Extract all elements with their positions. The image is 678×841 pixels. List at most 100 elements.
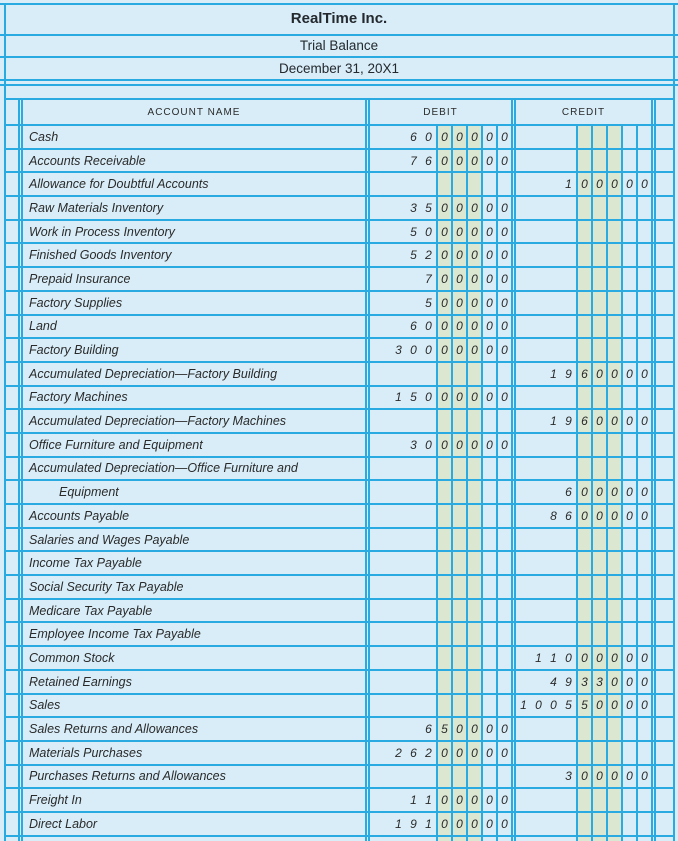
digit-cell (576, 599, 591, 622)
double-rule (511, 149, 516, 172)
digit-cell (516, 718, 531, 740)
digit-cell (406, 481, 421, 503)
digit-cell (561, 387, 576, 409)
digit-cell (436, 481, 451, 503)
digit-cell (516, 150, 531, 172)
double-rule (651, 362, 656, 385)
account-name: Office Furniture and Equipment (29, 437, 203, 452)
account-name (23, 837, 365, 841)
debit-amount-cell (370, 362, 511, 385)
digit-cell: 0 (591, 173, 606, 196)
digit-cell: 0 (451, 315, 466, 338)
digit-cell: 0 (606, 765, 621, 788)
double-rule (18, 670, 23, 693)
digit-cell (576, 339, 591, 361)
digit-cell (451, 765, 466, 788)
table-row: Accounts Payable 8 6 0 0 0 0 0 (4, 505, 674, 529)
digit-cell: 0 (481, 339, 496, 361)
digit-cell (531, 221, 546, 243)
digit-cell (576, 528, 591, 551)
digit-cell (576, 623, 591, 646)
digit-cell: 1 (520, 698, 527, 713)
digit-cell: 0 (606, 410, 621, 432)
digit-cell (591, 812, 606, 835)
right-margin-cell (656, 173, 674, 195)
digit-cell (636, 197, 651, 219)
digit-cell (516, 481, 531, 503)
account-name: Salaries and Wages Payable (29, 532, 190, 547)
double-rule (18, 505, 23, 527)
table-row: Factory Machines 1 5 0 0 0 0 0 0 (4, 386, 674, 411)
digit-cell: 0 (636, 362, 651, 385)
digit-cell: 0 (576, 481, 591, 503)
digit-cell: 0 (425, 390, 432, 405)
digit-cell: 5 (565, 698, 572, 713)
digit-cell: 6 (565, 508, 572, 523)
table-row: Factory Supplies 5 0 0 0 0 0 (4, 291, 674, 316)
account-name: Accounts Receivable (29, 153, 146, 168)
digit-cell (481, 552, 496, 575)
double-rule (365, 481, 370, 503)
debit-amount-cell (370, 505, 511, 527)
digit-cell (481, 599, 496, 622)
digit-cell (406, 529, 421, 551)
left-margin-cell (4, 671, 18, 693)
digit-cell (606, 623, 621, 646)
digit-cell: 0 (466, 220, 481, 243)
right-margin-cell (656, 316, 674, 338)
digit-cell: 0 (481, 126, 496, 148)
digit-cell: 0 (436, 291, 451, 314)
digit-cell: 6 (425, 722, 432, 737)
right-margin-cell (656, 813, 674, 835)
digit-cell (421, 363, 436, 385)
digit-cell: 0 (481, 433, 496, 456)
credit-amount-cell (516, 552, 651, 575)
debit-amount-cell (370, 528, 511, 551)
digit-cell (406, 410, 421, 432)
right-margin-cell (656, 197, 674, 219)
digit-cell (406, 837, 421, 841)
digit-cell (516, 552, 531, 574)
digit-cell: 0 (591, 410, 606, 432)
digit-cell (436, 576, 451, 598)
digit-cell (546, 268, 561, 290)
digit-cell (451, 576, 466, 598)
left-margin-cell (4, 505, 18, 527)
digit-cell: 0 (576, 505, 591, 527)
digit-cell (636, 339, 651, 361)
digit-cell (561, 150, 576, 172)
table-row: Office Furniture and Equipment 3 0 0 0 0 0 0 (4, 433, 674, 458)
digit-cell (636, 718, 651, 740)
digit-cell: 0 (606, 694, 621, 717)
digit-cell (391, 481, 406, 503)
digit-cell (621, 552, 636, 575)
double-rule (365, 173, 370, 196)
digit-cell: 0 (451, 220, 466, 243)
left-margin-cell (4, 197, 18, 219)
double-rule (18, 315, 23, 338)
right-margin-cell (656, 837, 674, 841)
double-rule (18, 528, 23, 551)
digit-cell: 0 (436, 812, 451, 835)
digit-cell (466, 457, 481, 480)
digit-cell: 5 (425, 295, 432, 310)
digit-cell (496, 505, 511, 527)
digit-cell: 0 (535, 698, 542, 713)
digit-cell (606, 552, 621, 575)
digit-cell (421, 623, 436, 645)
table-row: Freight In 1 1 0 0 0 0 0 (4, 789, 674, 813)
digit-cell (531, 576, 546, 598)
digit-cell (621, 433, 636, 456)
digit-cell (516, 387, 531, 409)
digit-cell: 9 (410, 816, 417, 831)
digit-cell: 0 (496, 126, 511, 148)
digit-cell (436, 410, 451, 432)
digit-cell (436, 623, 451, 646)
digit-cell (606, 220, 621, 243)
digit-cell (391, 458, 406, 480)
digit-cell: 0 (436, 220, 451, 243)
double-rule (18, 789, 23, 811)
digit-cell (406, 695, 421, 717)
